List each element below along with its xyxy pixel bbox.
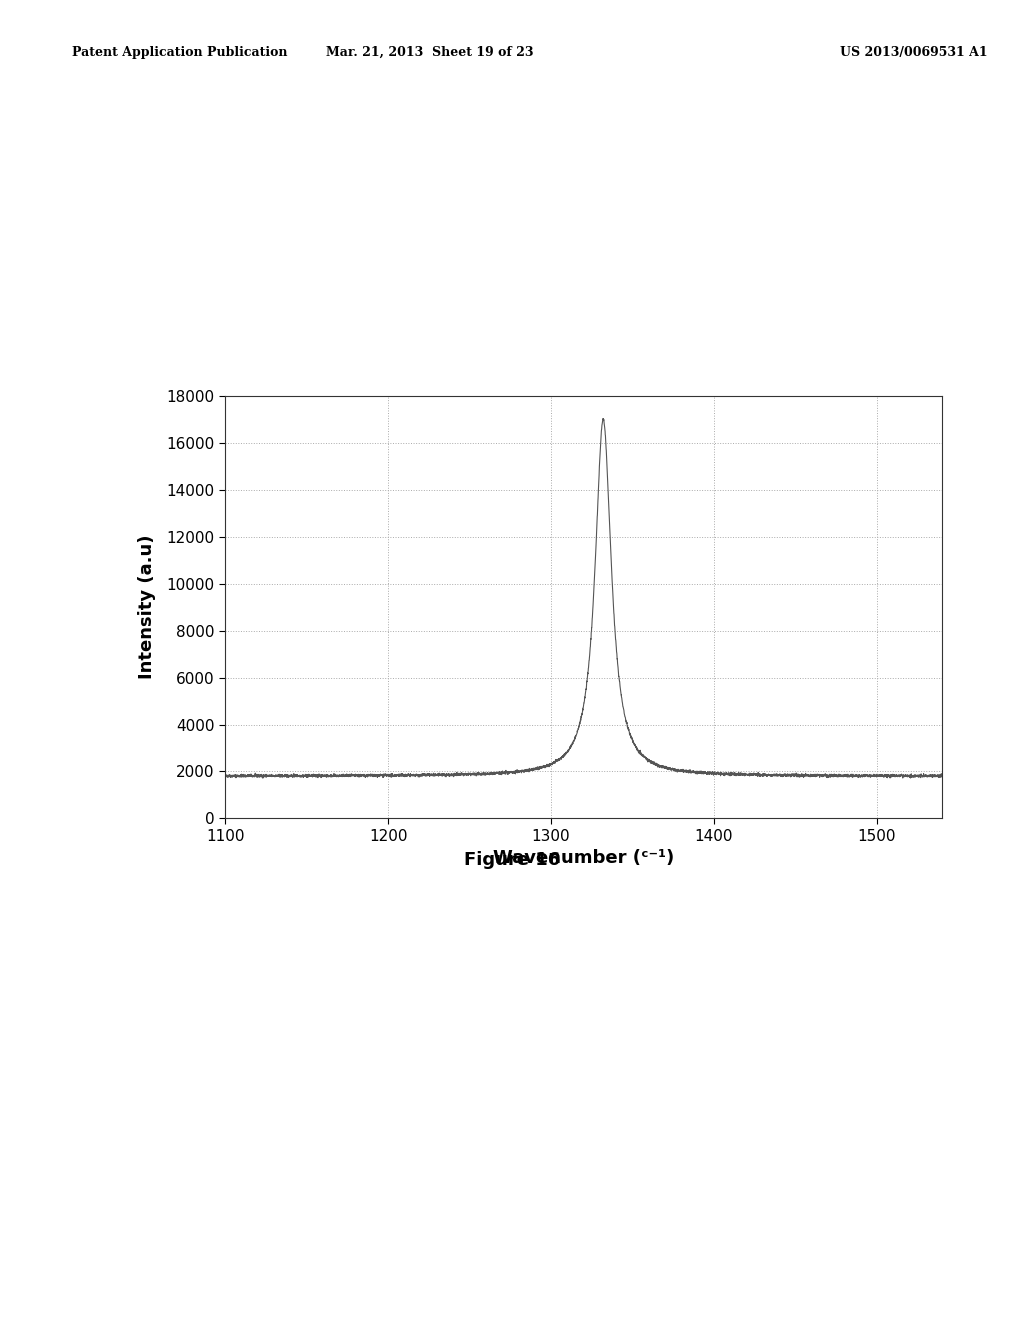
Y-axis label: Intensity (a.u): Intensity (a.u) (137, 535, 156, 680)
Text: US 2013/0069531 A1: US 2013/0069531 A1 (840, 46, 987, 59)
Text: Figure 16: Figure 16 (464, 851, 560, 870)
X-axis label: Wavenumber (ᶜ⁻¹): Wavenumber (ᶜ⁻¹) (493, 849, 675, 867)
Text: Patent Application Publication: Patent Application Publication (72, 46, 287, 59)
Text: Mar. 21, 2013  Sheet 19 of 23: Mar. 21, 2013 Sheet 19 of 23 (327, 46, 534, 59)
